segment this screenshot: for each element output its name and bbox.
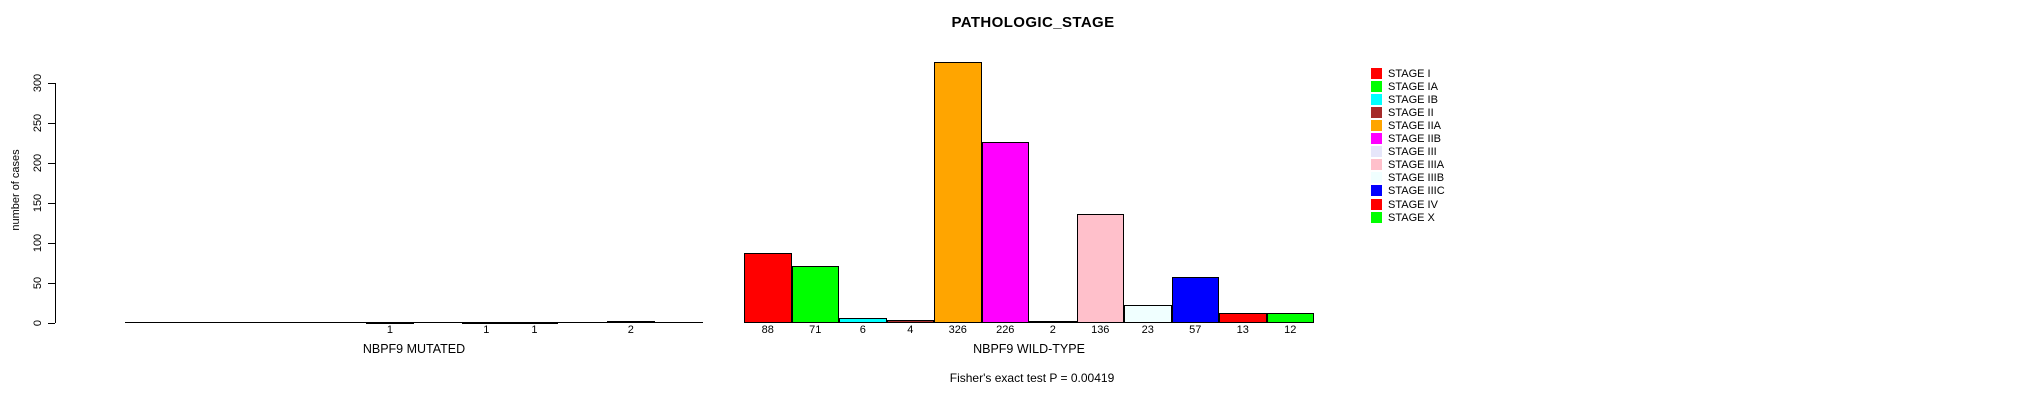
bar-stage-ia: [791, 266, 839, 323]
legend-swatch: [1371, 120, 1382, 132]
legend-item: STAGE IV: [1371, 198, 1491, 211]
bar-stage-iii: [1029, 321, 1077, 324]
legend-swatch: [1371, 172, 1382, 184]
legend-item: STAGE II: [1371, 107, 1491, 119]
bar-value-label: 1: [386, 324, 393, 336]
bar-value-label: 326: [948, 324, 967, 336]
legend-swatch: [1371, 133, 1382, 145]
y-tick-label: 200: [32, 153, 44, 173]
y-tick-mark: [48, 283, 55, 284]
legend-item: STAGE IA: [1371, 81, 1491, 93]
y-tick-mark: [48, 123, 55, 124]
legend-item: STAGE IIIC: [1371, 185, 1491, 197]
bar-value-label: 13: [1236, 324, 1249, 336]
bar-value-label: 2: [1049, 324, 1056, 336]
y-tick-label: 150: [32, 193, 44, 213]
legend-swatch: [1371, 146, 1382, 158]
bar-value-label: 4: [907, 324, 914, 336]
y-tick-label: 50: [32, 276, 44, 290]
legend-label: STAGE IIIB: [1388, 172, 1445, 185]
bar-stage-iib: [981, 142, 1029, 323]
bar-stage-ib: [839, 318, 887, 323]
y-axis-line: [55, 83, 56, 323]
chart-title: PATHOLOGIC_STAGE: [951, 14, 1115, 31]
legend-item: STAGE I: [1371, 68, 1491, 80]
bar-stage-iv: [606, 321, 655, 324]
bar-stage-i: [744, 252, 792, 323]
x-axis-label-wild-type: NBPF9 WILD-TYPE: [973, 342, 1085, 356]
legend-label: STAGE IV: [1388, 198, 1438, 211]
y-tick-mark: [48, 163, 55, 164]
y-tick-label: 0: [32, 319, 44, 327]
legend-label: STAGE X: [1388, 211, 1435, 224]
bar-value-label: 2: [627, 324, 634, 336]
bar-value-label: 12: [1284, 324, 1297, 336]
legend-label: STAGE II: [1388, 107, 1434, 120]
legend-item: STAGE III: [1371, 146, 1491, 158]
y-tick-mark: [48, 323, 55, 324]
legend-label: STAGE IB: [1388, 94, 1438, 107]
legend-item: STAGE IIB: [1371, 133, 1491, 145]
bar-stage-iiia: [462, 322, 511, 324]
legend-item: STAGE IIIB: [1371, 172, 1491, 184]
legend-label: STAGE III: [1388, 146, 1437, 159]
legend-label: STAGE IIIC: [1388, 185, 1445, 198]
bar-stage-iiic: [1171, 277, 1219, 323]
bar-stage-ii: [886, 319, 934, 323]
legend-swatch: [1371, 94, 1382, 106]
baseline: [125, 322, 703, 323]
legend-swatch: [1371, 81, 1382, 93]
y-axis-title: number of cases: [10, 149, 22, 231]
bar-value-label: 226: [996, 324, 1015, 336]
bar-stage-iiib: [1124, 304, 1172, 323]
bar-value-label: 1: [531, 324, 538, 336]
legend-item: STAGE IIIA: [1371, 159, 1491, 171]
bar-value-label: 57: [1189, 324, 1202, 336]
y-tick-mark: [48, 83, 55, 84]
legend-swatch: [1371, 68, 1382, 79]
y-tick-label: 250: [32, 113, 44, 133]
bar-stage-iiib: [510, 322, 559, 324]
legend-swatch: [1371, 198, 1382, 210]
y-tick-mark: [48, 203, 55, 204]
y-tick-label: 300: [32, 73, 44, 93]
bar-stage-x: [1266, 313, 1314, 323]
legend-swatch: [1371, 211, 1382, 223]
bar-value-label: 71: [809, 324, 822, 336]
legend-swatch: [1371, 107, 1382, 119]
legend-item: STAGE X: [1371, 211, 1491, 224]
x-axis-label-mutated: NBPF9 MUTATED: [362, 342, 466, 356]
legend-label: STAGE IIB: [1388, 133, 1441, 146]
legend-label: STAGE IIA: [1388, 120, 1441, 133]
bar-stage-iib: [365, 322, 414, 324]
bar-value-label: 136: [1091, 324, 1110, 336]
legend-label: STAGE IIIA: [1388, 159, 1445, 172]
bar-value-label: 23: [1141, 324, 1154, 336]
bar-value-label: 1: [483, 324, 490, 336]
legend-label: STAGE IA: [1388, 81, 1438, 94]
bar-value-label: 6: [859, 324, 866, 336]
bar-stage-iv: [1219, 312, 1267, 323]
legend-swatch: [1371, 159, 1382, 171]
y-tick-mark: [48, 243, 55, 244]
bar-stage-iia: [934, 62, 982, 323]
bar-stage-iiia: [1076, 214, 1124, 323]
fisher-test-footnote: Fisher's exact test P = 0.00419: [949, 371, 1115, 385]
legend-label: STAGE I: [1388, 68, 1431, 80]
y-tick-label: 100: [32, 233, 44, 253]
legend-swatch: [1371, 185, 1382, 197]
legend-item: STAGE IB: [1371, 94, 1491, 106]
legend-item: STAGE IIA: [1371, 120, 1491, 132]
bar-value-label: 88: [761, 324, 774, 336]
